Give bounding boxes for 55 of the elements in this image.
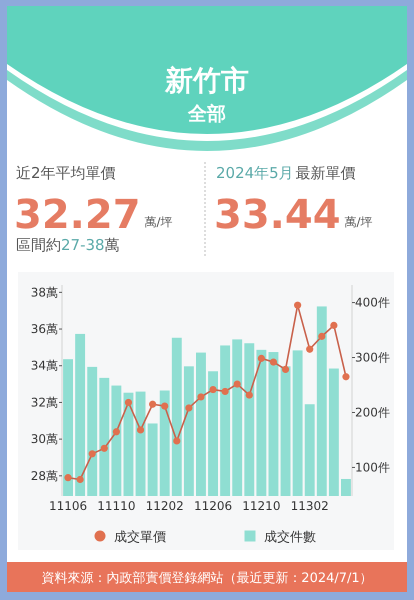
y-tick-label: 30萬 — [30, 432, 58, 446]
point — [112, 428, 120, 436]
text: 33.44 — [214, 192, 341, 238]
point — [318, 332, 326, 340]
point — [197, 393, 205, 401]
x-tick-label: 11302 — [290, 499, 329, 513]
text: 萬/坪 — [144, 215, 173, 229]
text: 近2年平均單價 — [16, 164, 116, 182]
y-tick-label: 36萬 — [30, 322, 58, 336]
text: 區間約 — [16, 236, 61, 254]
y2-tick-label: 200件 — [355, 405, 390, 420]
chart-title: 新竹市 — [164, 64, 249, 97]
point — [64, 474, 72, 482]
x-tick-label: 11106 — [48, 499, 88, 513]
point — [222, 388, 229, 396]
x-tick-label: 11110 — [97, 499, 136, 513]
point — [149, 400, 156, 408]
y2-tick-label: 100件 — [355, 460, 390, 474]
point — [342, 373, 350, 380]
text: 2024年5月 — [216, 164, 294, 182]
y-tick-label: 34萬 — [30, 358, 58, 373]
point — [88, 450, 96, 458]
text: 最新單價 — [296, 164, 356, 182]
point — [282, 366, 290, 373]
point — [185, 404, 192, 412]
point — [124, 398, 132, 406]
y2-tick-label: 400件 — [355, 296, 390, 310]
point — [173, 437, 180, 445]
legend-label: 成交件數 — [264, 529, 316, 545]
point — [246, 391, 253, 399]
point — [270, 358, 278, 366]
x-tick-label: 11206 — [194, 499, 232, 513]
source-note: 資料來源：內政部實價登錄網站（最近更新：2024/7/1） — [41, 571, 373, 586]
point — [136, 426, 144, 434]
text: 萬/坪 — [344, 215, 373, 229]
text: 27-38 — [61, 236, 105, 254]
point — [209, 386, 217, 394]
point — [100, 444, 108, 452]
point — [161, 402, 168, 410]
point — [234, 380, 241, 388]
legend-label: 成交單價 — [114, 529, 166, 545]
x-tick-label: 11202 — [146, 499, 184, 513]
point — [330, 322, 338, 329]
point — [294, 302, 302, 309]
x-tick-label: 11210 — [242, 499, 280, 513]
y-tick-label: 32萬 — [30, 395, 58, 410]
point — [306, 346, 314, 353]
chart-subtitle: 全部 — [187, 103, 226, 125]
y-tick-label: 38萬 — [30, 285, 58, 300]
point — [258, 354, 265, 362]
text: 32.27 — [14, 192, 141, 238]
text: 萬 — [104, 236, 120, 254]
point — [76, 476, 84, 484]
y2-tick-label: 300件 — [355, 350, 390, 365]
y-tick-label: 28萬 — [30, 468, 58, 483]
